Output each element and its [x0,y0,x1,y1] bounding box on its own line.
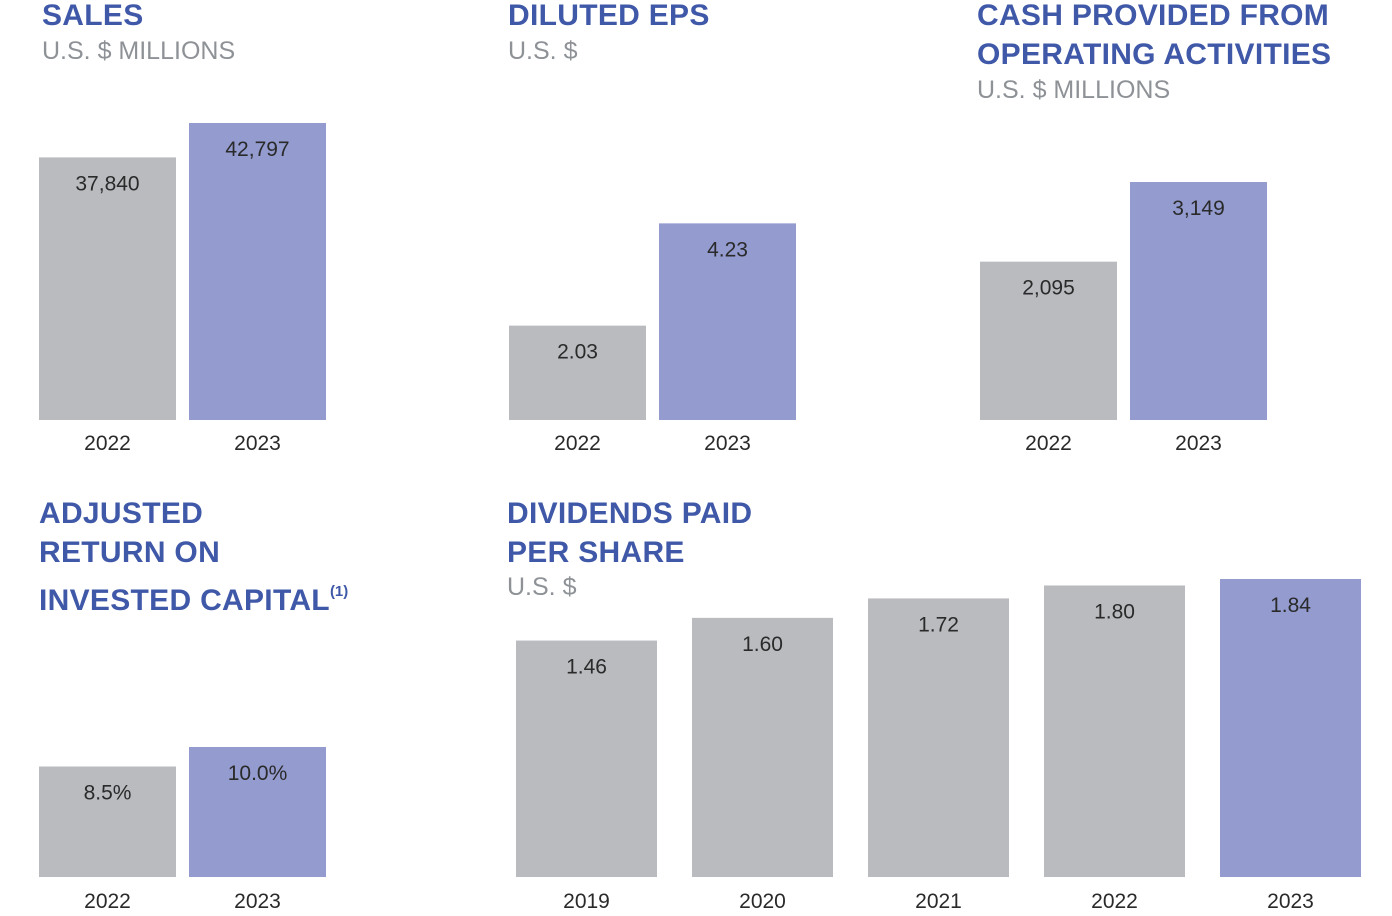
roic-title: ADJUSTED RETURN ON INVESTED CAPITAL(1) [39,494,348,620]
cash-title-line-2: OPERATING ACTIVITIES [977,38,1332,71]
dividends-category-label-2019: 2019 [563,890,610,913]
dividends-title-line-2: PER SHARE [507,536,685,569]
roic-category-label-2022: 2022 [84,890,131,913]
sales-category-label-2023: 2023 [234,432,281,455]
dividends-title: DIVIDENDS PAID PER SHARE [507,494,752,572]
cash-category-label-2023: 2023 [1175,432,1222,455]
roic-footnote-marker: (1) [329,583,349,600]
sales-title: SALES [42,0,144,35]
roic-title-line-1: ADJUSTED [39,497,204,530]
cash-subtitle: U.S. $ MILLIONS [977,76,1171,104]
cash-value-label-2022: 2,095 [1022,277,1075,300]
sales-subtitle: U.S. $ MILLIONS [42,37,236,65]
dividends-value-label-2023: 1.84 [1270,594,1311,617]
dividends-value-label-2020: 1.60 [742,633,783,656]
sales-value-label-2023: 42,797 [225,138,289,161]
cash-bar-2023 [1130,182,1267,420]
dividends-category-label-2022: 2022 [1091,890,1138,913]
dividends-value-label-2021: 1.72 [918,613,959,636]
eps-value-label-2022: 2.03 [557,341,598,364]
dividends-category-label-2023: 2023 [1267,890,1314,913]
eps-value-label-2023: 4.23 [707,238,748,261]
eps-title-text: DILUTED EPS [508,0,710,32]
dividends-bar-2021 [868,598,1009,877]
dividends-bar-2019 [516,640,657,877]
sales-bar-2023 [189,123,326,420]
eps-category-label-2023: 2023 [704,432,751,455]
eps-bar-2022 [509,325,646,420]
dividends-category-label-2021: 2021 [915,890,962,913]
sales-value-label-2022: 37,840 [75,172,139,195]
dividends-bar-2020 [692,617,833,877]
roic-title-line-2: RETURN ON [39,536,221,569]
dividends-subtitle: U.S. $ [507,573,577,601]
roic-bar-2023 [189,747,326,877]
cash-title: CASH PROVIDED FROM OPERATING ACTIVITIES [977,0,1331,74]
cash-value-label-2023: 3,149 [1172,197,1225,220]
sales-title-text: SALES [42,0,144,32]
dividends-category-label-2020: 2020 [739,890,786,913]
dividends-bar-2022 [1044,585,1185,877]
roic-category-label-2023: 2023 [234,890,281,913]
roic-value-label-2023: 10.0% [228,762,288,785]
cash-category-label-2022: 2022 [1025,432,1072,455]
sales-bar-2022 [39,157,176,421]
dividends-title-line-1: DIVIDENDS PAID [507,497,753,530]
roic-title-line-3: INVESTED CAPITAL [39,584,330,617]
roic-value-label-2022: 8.5% [84,782,132,805]
roic-bar-2022 [39,766,176,877]
eps-category-label-2022: 2022 [554,432,601,455]
eps-bar-2023 [659,223,796,420]
eps-title: DILUTED EPS [508,0,710,35]
dividends-bar-2023 [1220,579,1361,877]
dividends-value-label-2019: 1.46 [566,656,607,679]
cash-title-line-1: CASH PROVIDED FROM [977,0,1330,32]
sales-category-label-2022: 2022 [84,432,131,455]
dividends-value-label-2022: 1.80 [1094,600,1135,623]
cash-bar-2022 [980,261,1117,420]
eps-subtitle: U.S. $ [508,37,578,65]
